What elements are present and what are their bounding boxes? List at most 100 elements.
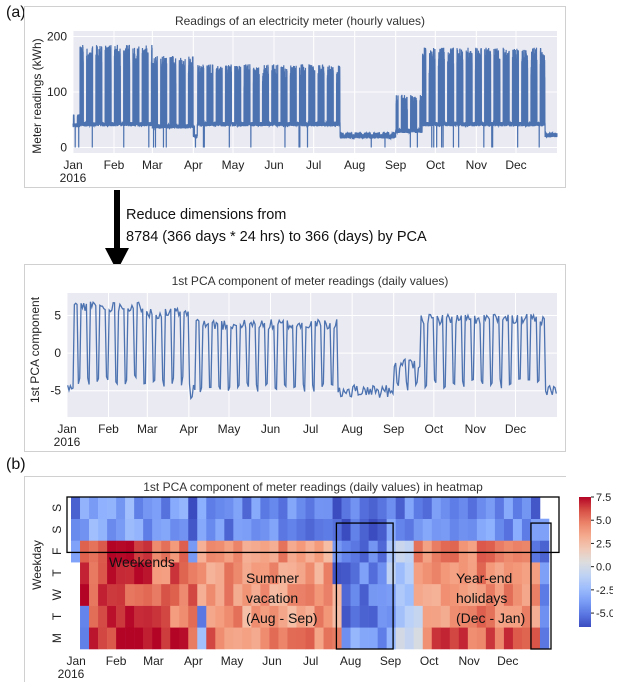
heatmap-cell bbox=[125, 627, 135, 650]
heatmap-cell bbox=[89, 605, 99, 628]
heatmap-cell bbox=[386, 540, 396, 563]
heatmap-cell bbox=[107, 562, 117, 585]
heatmap-cell bbox=[143, 605, 153, 628]
heatmap-cell bbox=[197, 627, 207, 650]
heatmap-cell bbox=[134, 562, 144, 585]
heatmap-cell bbox=[350, 562, 360, 585]
heatmap-cell bbox=[422, 518, 433, 541]
heatmap-cell bbox=[503, 518, 514, 541]
heatmap-cell bbox=[98, 583, 108, 606]
heatmap-cell bbox=[404, 540, 415, 563]
heatmap-cell bbox=[224, 497, 234, 520]
heatmap-cell bbox=[530, 540, 541, 563]
heatmap-cell bbox=[458, 518, 469, 541]
x-tick-label: Aug bbox=[344, 158, 365, 172]
heatmap-cell bbox=[476, 627, 487, 650]
heatmap-cell bbox=[224, 562, 234, 585]
heatmap-cell bbox=[368, 518, 378, 541]
heatmap-cell bbox=[449, 583, 460, 606]
heatmap-cell bbox=[332, 540, 342, 563]
colorbar-tick-label: 5.0 bbox=[596, 515, 611, 527]
heatmap-cell bbox=[269, 540, 279, 563]
heatmap-cell bbox=[242, 540, 252, 563]
heatmap-cell bbox=[323, 605, 333, 628]
heatmap-cell bbox=[377, 540, 387, 563]
pca-line-chart-frame: 1st PCA component of meter readings (dai… bbox=[24, 264, 566, 452]
heatmap-cell bbox=[476, 562, 487, 585]
heatmap-cell bbox=[413, 627, 424, 650]
heatmap-cell bbox=[278, 497, 288, 520]
heatmap-cell bbox=[296, 605, 306, 628]
heatmap-cell bbox=[485, 562, 496, 585]
x-tick-label: Jan bbox=[63, 158, 82, 172]
x-tick-label: Feb bbox=[104, 158, 125, 172]
heatmap-cell bbox=[233, 497, 243, 520]
heatmap-cell bbox=[98, 497, 108, 520]
heatmap-cell bbox=[269, 583, 279, 606]
heatmap-cell bbox=[143, 583, 153, 606]
heatmap-cell bbox=[215, 497, 225, 520]
heatmap-cell bbox=[422, 497, 433, 520]
heatmap-cell bbox=[467, 518, 478, 541]
x-tick-label: Jul bbox=[303, 422, 318, 436]
heatmap-cell bbox=[80, 518, 90, 541]
reduce-arrow bbox=[105, 190, 129, 271]
heatmap-cell bbox=[251, 562, 261, 585]
heatmap-cell bbox=[503, 497, 514, 520]
heatmap-cell bbox=[395, 583, 405, 606]
heatmap-cell bbox=[233, 540, 243, 563]
heatmap-cell bbox=[422, 605, 433, 628]
heatmap-cell bbox=[161, 497, 171, 520]
heatmap-cell bbox=[530, 562, 541, 585]
row-tick-label: T bbox=[50, 612, 64, 620]
x-tick-label: Feb bbox=[106, 654, 127, 668]
heatmap-cell bbox=[539, 627, 550, 650]
x-tick-label: Apr bbox=[184, 654, 203, 668]
heatmap-cell bbox=[449, 562, 460, 585]
heatmap-cell bbox=[143, 497, 153, 520]
heatmap-cell bbox=[170, 627, 180, 650]
heatmap-cell bbox=[242, 627, 252, 650]
heatmap-cell bbox=[341, 540, 351, 563]
heatmap-cell bbox=[404, 583, 415, 606]
heatmap-cell bbox=[503, 605, 514, 628]
reduce-text-line1: Reduce dimensions from bbox=[126, 207, 287, 223]
heatmap-cell bbox=[143, 627, 153, 650]
x-year-label: 2016 bbox=[54, 435, 81, 449]
heatmap-cell bbox=[467, 497, 478, 520]
heatmap-cell bbox=[350, 605, 360, 628]
heatmap-cell bbox=[269, 518, 279, 541]
heatmap-cell bbox=[287, 497, 297, 520]
heatmap-cell bbox=[305, 627, 315, 650]
row-tick-label: W bbox=[50, 588, 64, 600]
weekends-annotation: Weekends bbox=[109, 554, 175, 570]
heatmap-cell bbox=[476, 518, 487, 541]
heatmap-cell bbox=[179, 583, 189, 606]
heatmap-cell bbox=[80, 583, 90, 606]
heatmap-cell bbox=[476, 605, 487, 628]
heatmap-cell bbox=[476, 540, 487, 563]
heatmap-cell bbox=[251, 605, 261, 628]
heatmap-cell bbox=[260, 605, 270, 628]
heatmap-cell bbox=[341, 562, 351, 585]
heatmap-cell bbox=[161, 540, 171, 563]
heatmap-cell bbox=[449, 497, 460, 520]
heatmap-cell bbox=[458, 627, 469, 650]
summer-annotation-line3: (Aug - Sep) bbox=[246, 610, 318, 626]
heatmap-cell bbox=[251, 497, 261, 520]
heatmap-cell bbox=[539, 583, 550, 606]
heatmap-cell bbox=[305, 562, 315, 585]
x-tick-label: Jun bbox=[261, 422, 280, 436]
heatmap-cell bbox=[233, 583, 243, 606]
x-tick-label: Dec bbox=[505, 158, 526, 172]
heatmap-cell bbox=[431, 518, 442, 541]
heatmap-cell bbox=[152, 605, 162, 628]
heatmap-cell bbox=[368, 562, 378, 585]
heatmap-cell bbox=[521, 518, 532, 541]
heatmap-cell bbox=[107, 497, 117, 520]
heatmap-cell bbox=[395, 562, 405, 585]
heatmap-cell bbox=[80, 540, 90, 563]
heatmap-cell bbox=[521, 540, 532, 563]
heatmap-cell bbox=[260, 627, 270, 650]
heatmap-cell bbox=[512, 540, 523, 563]
